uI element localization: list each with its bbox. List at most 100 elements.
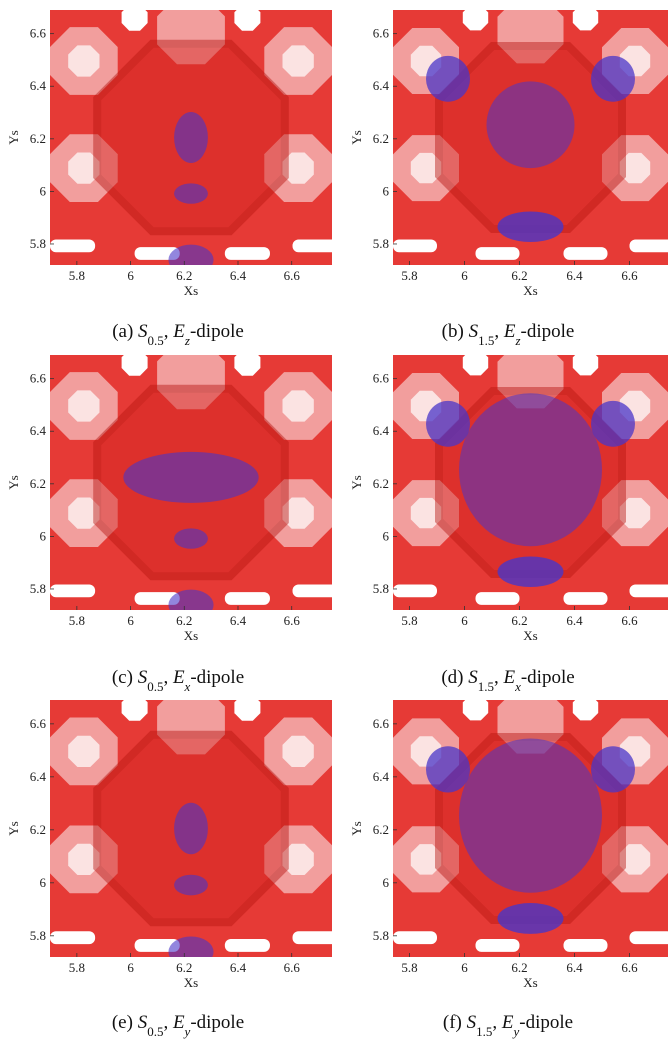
caption-run: S (468, 667, 478, 688)
panel: 5.8 6 6.2 6.4 6.6 5.8 6 6.2 6.4 6.6 Xs Ys (f) S1.5, … (349, 700, 668, 1039)
x-tick-label: 6.6 (284, 268, 301, 283)
isosurface-render (50, 10, 332, 265)
y-axis-label: Ys (6, 475, 21, 489)
y-axis-label: Ys (6, 821, 21, 835)
y-tick-label: 6 (40, 528, 47, 543)
caption-run: (f) (443, 1012, 467, 1033)
isosurface-render (393, 10, 668, 265)
caption-run: -dipole (521, 667, 575, 688)
y-tick-label: 6.2 (30, 822, 46, 837)
y-tick-label: 6.6 (30, 716, 47, 731)
x-tick-label: 6.4 (566, 960, 583, 975)
panel: 5.8 6 6.2 6.4 6.6 5.8 6 6.2 6.4 6.6 Xs Ys (b) S1.5, … (349, 10, 668, 348)
caption-run: E (501, 1012, 514, 1033)
y-tick-label: 5.8 (373, 928, 389, 943)
caption-run: 0.5 (147, 679, 163, 694)
caption-run: z (184, 333, 190, 348)
x-tick-label: 6 (127, 613, 134, 628)
y-tick-label: 6.6 (373, 716, 390, 731)
y-tick-label: 5.8 (373, 581, 389, 596)
x-tick-label: 6.2 (176, 268, 192, 283)
y-tick-label: 6.4 (30, 78, 47, 93)
caption-run: -dipole (519, 1012, 573, 1033)
y-tick-label: 6.4 (373, 78, 390, 93)
caption-run: E (172, 1012, 185, 1033)
caption-run: S (138, 667, 148, 688)
caption-run: S (138, 321, 148, 342)
panel: 5.8 6 6.2 6.4 6.6 5.8 6 6.2 6.4 6.6 Xs Ys (e) S0.5, … (6, 700, 332, 1039)
caption-run: -dipole (190, 1012, 244, 1033)
isosurface-render (393, 355, 668, 610)
y-tick-label: 5.8 (30, 928, 46, 943)
x-tick-label: 6.6 (621, 268, 638, 283)
caption-run: y (511, 1024, 519, 1039)
x-tick-label: 5.8 (69, 960, 85, 975)
x-tick-label: 6.4 (566, 268, 583, 283)
panel: 5.8 6 6.2 6.4 6.6 5.8 6 6.2 6.4 6.6 Xs Ys (c) S0.5, … (6, 355, 332, 694)
x-axis-label: Xs (523, 283, 537, 298)
y-tick-label: 6 (383, 875, 390, 890)
panel: 5.8 6 6.2 6.4 6.6 5.8 6 6.2 6.4 6.6 Xs Ys (a) S0.5, … (6, 10, 332, 348)
y-tick-label: 6.4 (30, 769, 47, 784)
x-tick-label: 6.2 (176, 613, 192, 628)
x-tick-label: 6.6 (621, 960, 638, 975)
x-axis-label: Xs (184, 283, 198, 298)
caption-run: E (502, 667, 515, 688)
y-tick-label: 5.8 (30, 581, 46, 596)
caption-run: -dipole (190, 321, 244, 342)
x-tick-label: 5.8 (69, 613, 85, 628)
x-tick-label: 6.2 (511, 268, 527, 283)
caption-run: , (492, 1012, 502, 1033)
x-tick-label: 6 (461, 613, 468, 628)
x-tick-label: 5.8 (401, 960, 417, 975)
x-axis-label: Xs (523, 628, 537, 643)
x-tick-label: 6 (461, 268, 468, 283)
panel: 5.8 6 6.2 6.4 6.6 5.8 6 6.2 6.4 6.6 Xs Ys (d) S1.5, … (349, 355, 668, 694)
caption-run: (d) (441, 667, 468, 688)
y-axis-label: Ys (349, 475, 364, 489)
caption-run: 0.5 (147, 1024, 163, 1039)
caption-run: (a) (112, 321, 138, 342)
y-axis-label: Ys (349, 821, 364, 835)
caption: (b) S1.5, Ez-dipole (442, 321, 575, 348)
y-tick-label: 6.6 (373, 26, 390, 41)
x-tick-label: 6.4 (230, 960, 247, 975)
caption-run: 1.5 (478, 333, 494, 348)
caption-run: x (514, 679, 521, 694)
x-tick-label: 5.8 (401, 613, 417, 628)
x-tick-label: 6.4 (566, 613, 583, 628)
x-tick-label: 6.2 (511, 960, 527, 975)
caption-run: (b) (442, 321, 469, 342)
x-tick-label: 6.2 (176, 960, 192, 975)
x-tick-label: 5.8 (401, 268, 417, 283)
caption-run: E (172, 321, 185, 342)
caption-run: -dipole (190, 667, 244, 688)
caption-run: , (494, 321, 504, 342)
x-axis-label: Xs (523, 975, 537, 990)
y-tick-label: 6.6 (373, 371, 390, 386)
caption-run: , (163, 667, 173, 688)
caption-run: y (183, 1024, 191, 1039)
caption: (e) S0.5, Ey-dipole (112, 1012, 244, 1039)
caption-run: S (467, 1012, 477, 1033)
y-tick-label: 6 (40, 875, 47, 890)
caption-run: , (164, 321, 174, 342)
caption-run: 0.5 (148, 333, 164, 348)
y-tick-label: 6.4 (373, 423, 390, 438)
y-tick-label: 6 (40, 183, 47, 198)
x-tick-label: 6.4 (230, 613, 247, 628)
y-tick-label: 6.2 (373, 476, 389, 491)
y-tick-label: 6.2 (30, 476, 46, 491)
caption-run: z (514, 333, 520, 348)
caption-run: , (163, 1012, 173, 1033)
caption-run: 1.5 (476, 1024, 492, 1039)
x-axis-label: Xs (184, 628, 198, 643)
x-axis-label: Xs (184, 975, 198, 990)
y-axis-label: Ys (6, 130, 21, 144)
x-tick-label: 6.6 (621, 613, 638, 628)
y-tick-label: 6.6 (30, 26, 47, 41)
x-tick-label: 6 (461, 960, 468, 975)
isosurface-render (50, 700, 332, 957)
